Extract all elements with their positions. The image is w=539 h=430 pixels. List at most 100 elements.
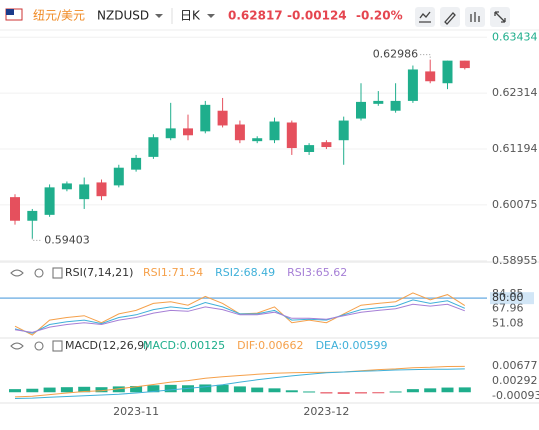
annotation-leader — [420, 54, 431, 60]
macd-bar — [458, 387, 471, 393]
y-tick-label: 84.85 — [492, 287, 524, 300]
period[interactable]: 日K — [180, 9, 201, 23]
candle-body — [356, 101, 366, 119]
y-tick-label: 0.00292 — [492, 374, 538, 387]
macd-bar — [285, 390, 298, 393]
candle-body — [10, 197, 20, 221]
candle-body — [425, 71, 436, 82]
compare-icon — [470, 12, 480, 22]
y-tick-label: 0.63434 — [492, 30, 538, 43]
macd-bar — [320, 392, 333, 394]
eye-icon[interactable] — [10, 269, 24, 277]
candle-body — [459, 60, 470, 69]
legend-entry: RSI1:71.54 — [143, 266, 203, 279]
annotation-leader — [31, 238, 43, 241]
candle-body — [269, 121, 280, 141]
dropdown-arrow[interactable] — [155, 14, 163, 18]
x-tick-label: 2023-11 — [113, 405, 159, 418]
candle-body — [252, 138, 263, 142]
macd-bar — [355, 392, 367, 394]
lock-icon[interactable] — [52, 340, 63, 352]
macd-bar — [26, 388, 39, 393]
reference-label: 80.00 — [492, 291, 524, 304]
macd-bar — [372, 392, 385, 394]
candle-body — [217, 110, 228, 126]
high-annotation: 0.62986 — [373, 48, 419, 61]
candle-body — [304, 145, 315, 152]
expand-icon — [494, 11, 506, 23]
lock-icon[interactable] — [52, 267, 63, 279]
reference-label-bg — [490, 292, 534, 305]
symbol[interactable]: NZDUSD — [97, 9, 149, 23]
legend-entry: DEA:0.00599 — [316, 339, 388, 352]
candle-body — [373, 100, 384, 104]
change-pct: -0.20% — [356, 9, 403, 23]
y-tick-label: 0.00677 — [492, 359, 538, 372]
pen-icon — [444, 12, 456, 25]
macd-bar — [147, 385, 160, 393]
rsi-line — [14, 299, 465, 334]
macd-bar — [112, 386, 125, 393]
legend-entry: RSI2:68.49 — [215, 266, 275, 279]
macd-title: MACD(12,26,9) — [65, 339, 149, 352]
macd-bar — [337, 392, 350, 394]
macd-bar — [303, 391, 316, 393]
gear-icon[interactable] — [34, 341, 44, 351]
candle-body — [338, 120, 349, 141]
candle-body — [113, 167, 124, 186]
change: -0.00124 — [287, 9, 347, 23]
legend-entry: DIF:0.00662 — [237, 339, 303, 352]
macd-bar — [251, 387, 264, 393]
y-tick-label: 0.61194 — [492, 142, 538, 155]
candle-body — [200, 104, 211, 132]
y-tick-label: 67.96 — [492, 302, 524, 315]
candle-body — [390, 100, 401, 111]
price: 0.62817 — [228, 9, 283, 23]
candle-body — [61, 183, 72, 190]
macd-bar — [389, 391, 402, 393]
macd-bar — [43, 387, 56, 393]
candle-body — [321, 142, 332, 148]
candle-body — [442, 60, 453, 84]
macd-line — [14, 368, 465, 399]
y-tick-label: 0.62314 — [492, 86, 538, 99]
candle-body — [79, 184, 90, 200]
macd-bar — [441, 387, 454, 393]
candle-body — [234, 124, 245, 141]
macd-bar — [78, 386, 91, 393]
y-tick-label: 51.08 — [492, 317, 524, 330]
flag-part — [6, 9, 14, 15]
rsi-line — [14, 303, 465, 333]
y-tick-label: -0.00093 — [492, 389, 539, 402]
candle-body — [286, 122, 297, 149]
gear-icon[interactable] — [34, 268, 44, 278]
macd-bar — [130, 386, 143, 393]
pair-name[interactable]: 纽元/美元 — [33, 9, 85, 23]
eye-icon[interactable] — [10, 342, 24, 350]
candle-body — [407, 69, 418, 101]
x-tick-label: 2023-12 — [303, 405, 349, 418]
dropdown-arrow[interactable] — [207, 14, 215, 18]
y-tick-label: 0.58955 — [492, 254, 538, 267]
macd-bar — [60, 387, 73, 393]
candle-body — [131, 157, 142, 170]
macd-line — [14, 365, 465, 398]
indicator-button[interactable] — [415, 7, 435, 27]
legend-entry: RSI3:65.62 — [287, 266, 347, 279]
top-bar: 纽元/美元 NZDUSD 日K 0.62817 -0.00124 -0.20% — [5, 7, 510, 27]
macd-bar — [216, 384, 229, 393]
y-tick-label: 0.60075 — [492, 198, 538, 211]
macd-bar — [9, 389, 21, 393]
macd-bar — [95, 387, 108, 393]
candle-body — [27, 210, 38, 221]
candle-body — [44, 187, 55, 215]
candle-body — [165, 128, 176, 139]
candle-body — [183, 128, 193, 136]
macd-bar — [406, 389, 419, 393]
macd-bar — [164, 384, 177, 393]
macd-bar — [199, 384, 212, 393]
macd-bar — [424, 388, 437, 393]
macd-bar — [233, 386, 246, 393]
rsi-title: RSI(7,14,21) — [65, 266, 133, 279]
